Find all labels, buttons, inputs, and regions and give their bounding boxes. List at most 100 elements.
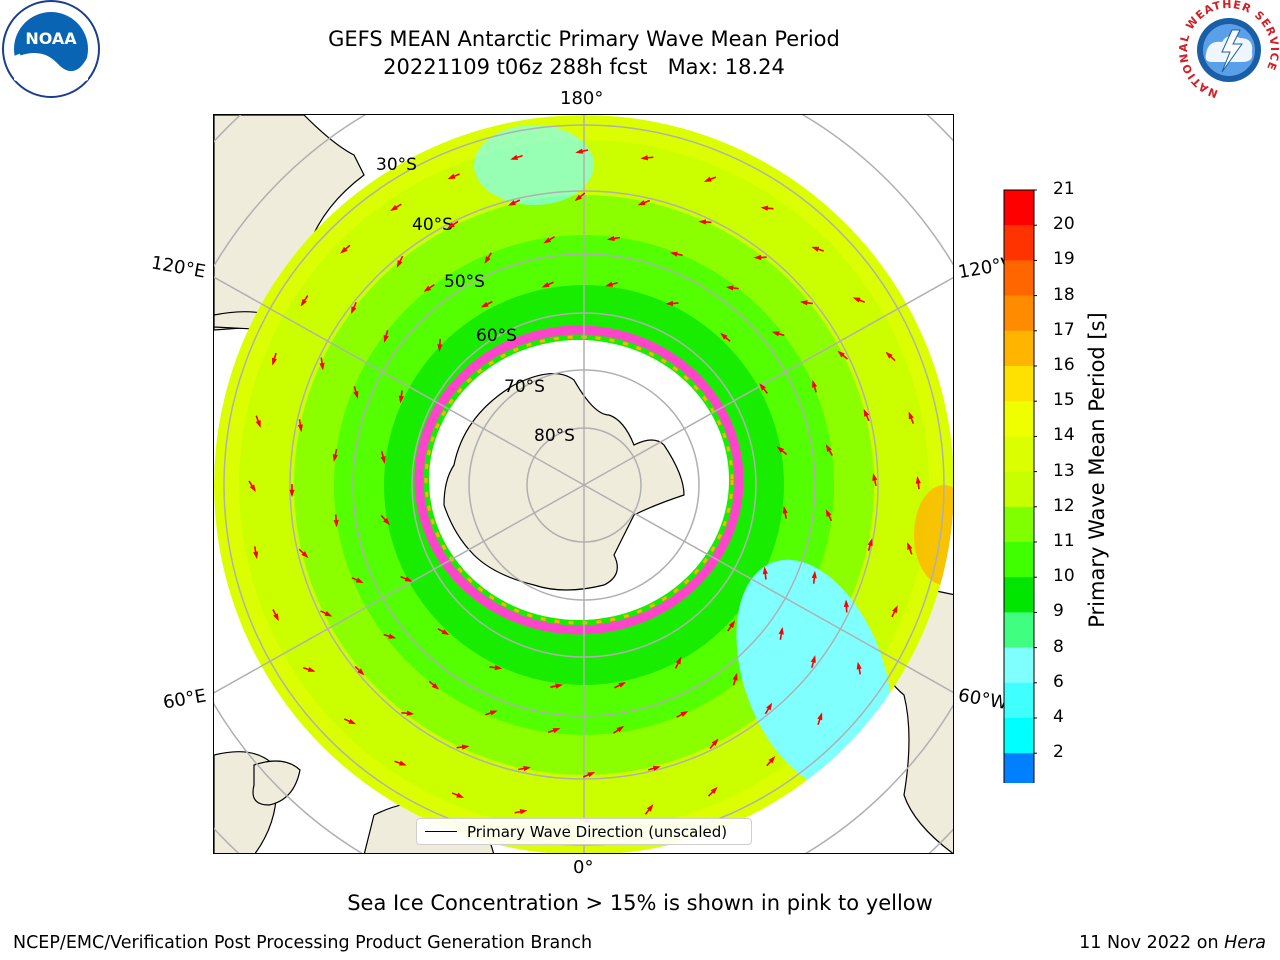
wave-arrow-head	[768, 756, 776, 764]
wave-arrow-head	[552, 728, 561, 734]
colorbar-segment	[1004, 506, 1034, 543]
wave-arrow-head	[799, 300, 808, 306]
wave-arrow-head	[543, 237, 552, 244]
wave-arrow-head	[253, 551, 259, 560]
wave-arrow-head	[825, 444, 832, 452]
wave-arrow-head	[908, 411, 914, 420]
map-canvas: 30°S 40°S 50°S 60°S 70°S 80°S	[214, 115, 953, 853]
colorbar-segment	[1004, 542, 1034, 578]
wave-arrow-head	[447, 222, 455, 229]
wave-arrow-head	[852, 297, 861, 303]
wave-arrow-head	[618, 682, 627, 688]
wave-arrow-head	[404, 576, 413, 582]
wave-arrow-head	[519, 809, 528, 815]
colorbar-segment	[1004, 260, 1034, 297]
wave-arrow-head	[753, 254, 762, 261]
wave-arrow-head	[324, 610, 333, 617]
wave-arrow-head	[437, 344, 443, 352]
colorbar-segment	[1004, 612, 1034, 649]
wave-arrow-head	[255, 420, 261, 428]
graticule	[214, 115, 953, 853]
land-antarctica	[443, 372, 685, 591]
wave-arrow-head	[541, 282, 550, 288]
wave-arrow-head	[523, 765, 532, 772]
wave-arrow-head	[574, 194, 583, 202]
wave-arrow-head	[390, 204, 398, 211]
map-legend: Primary Wave Direction (unscaled)	[416, 818, 752, 845]
wave-arrow-head	[319, 362, 325, 371]
wave-arrow-head	[353, 390, 359, 399]
wave-arrow-head	[575, 148, 584, 154]
wave-arrow-head	[640, 155, 648, 161]
wave-arrow-head	[907, 542, 913, 550]
lat-label-70s: 70°S	[504, 377, 545, 397]
wave-arrow-head	[680, 711, 689, 717]
wave-arrow-head	[915, 476, 921, 484]
colorbar-tick-label: 4	[1053, 707, 1064, 727]
colorbar-tick-label: 16	[1053, 355, 1075, 375]
wave-arrow-head	[665, 300, 674, 307]
wave-arrow-head	[555, 683, 564, 689]
wave-arrow-head	[646, 804, 654, 812]
colorbar-segment	[1004, 577, 1034, 613]
wave-arrow-head	[357, 668, 365, 676]
colorbar	[1003, 189, 1037, 783]
forecast-run-label: 20221109 t06z 288h fcst	[383, 55, 648, 79]
colorbar-tick-label: 13	[1053, 460, 1075, 481]
wave-arrow-head	[728, 620, 736, 628]
wave-arrow-head	[720, 332, 728, 340]
colorbar-tick-label: 2	[1053, 742, 1064, 763]
wave-arrow-head	[348, 718, 357, 725]
footer-host: Hera	[1224, 933, 1266, 953]
wave-arrow-head	[271, 357, 277, 366]
wave-arrow-head	[388, 633, 397, 639]
wave-arrow-head	[892, 605, 898, 614]
wave-arrow-head	[461, 744, 470, 750]
wave-arrow-head	[606, 235, 615, 242]
lat-label-50s: 50°S	[444, 272, 485, 292]
wave-arrow-head	[431, 682, 440, 690]
wave-arrow-head	[355, 577, 364, 584]
footer-organization: NCEP/EMC/Verification Post Processing Pr…	[13, 933, 593, 953]
wave-arrow-head	[380, 456, 386, 464]
wave-arrow-head	[301, 551, 309, 559]
wave-arrow-head	[778, 626, 784, 635]
wave-arrow-head	[863, 408, 870, 417]
colorbar-tick-label: 8	[1053, 636, 1064, 657]
colorbar-segment	[1004, 401, 1034, 437]
colorbar-tick-label: 20	[1053, 214, 1075, 235]
lon-label-lower-left: 60°E	[161, 685, 208, 714]
wave-arrow-head	[333, 519, 339, 528]
wave-arrow-head	[817, 712, 823, 721]
lat-label-30s: 30°S	[376, 155, 417, 175]
wave-arrow-head	[766, 702, 773, 711]
wave-arrow-head	[480, 301, 489, 308]
wave-arrow-head	[300, 298, 307, 307]
wave-arrow-head	[396, 260, 403, 268]
legend-line-swatch	[425, 831, 457, 832]
wave-arrow-head	[771, 331, 780, 337]
wave-arrow-head	[340, 246, 348, 254]
colorbar-tick-label: 11	[1053, 531, 1075, 551]
wave-arrow-head	[703, 176, 712, 182]
wave-arrow-head	[383, 334, 389, 343]
colorbar-tick-label: 12	[1053, 495, 1075, 516]
wave-arrow-head	[350, 306, 357, 315]
wave-arrow-head	[332, 454, 338, 462]
wave-arrow-head	[885, 351, 893, 359]
wave-arrow-head	[867, 538, 873, 547]
wave-arrow-head	[587, 772, 596, 778]
max-value-label: Max: 18.24	[667, 55, 785, 79]
wave-arrow-head	[776, 446, 785, 453]
wave-arrow-head	[725, 285, 734, 291]
colorbar-tick-label: 14	[1053, 425, 1075, 446]
wave-arrow-head	[652, 765, 661, 771]
wave-arrow-head	[406, 710, 415, 716]
wave-arrow-head	[249, 484, 256, 493]
lat-label-80s: 80°S	[534, 426, 575, 446]
wave-arrow-head	[289, 489, 295, 498]
colorbar-tick-label: 10	[1053, 566, 1075, 587]
colorbar-tick-label: 15	[1053, 390, 1075, 411]
colorbar-tick-label: 19	[1053, 249, 1075, 270]
national-weather-service-logo: NATIONAL WEATHER SERVICE	[1177, 0, 1280, 100]
